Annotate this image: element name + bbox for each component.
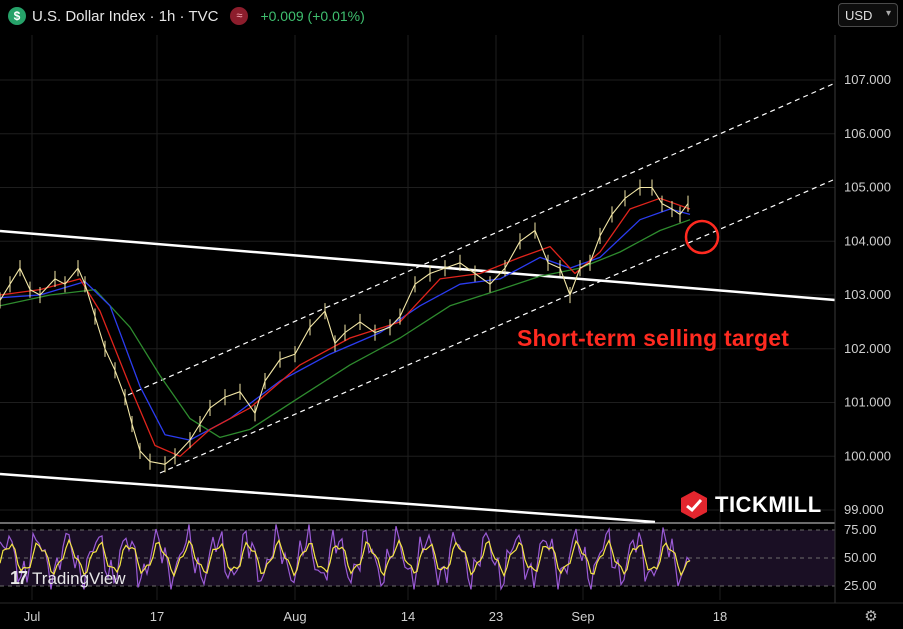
series-line-2 [0, 208, 691, 441]
y-tick-label: 105.000 [844, 180, 891, 195]
currency-value: USD [845, 7, 873, 23]
x-tick-label: Jul [24, 609, 41, 624]
target-circle [684, 219, 720, 255]
x-tick-label: Sep [571, 609, 594, 624]
x-tick-label: 17 [150, 609, 164, 624]
price-series [0, 179, 691, 473]
axes: 107.000 106.000 105.000 104.000 103.000 102.0… [0, 35, 903, 624]
exchange-badge-icon: ≈ [230, 7, 249, 25]
y-tick-label: 103.000 [844, 287, 891, 302]
lower-trendline [0, 472, 656, 524]
x-tick-label: 18 [713, 609, 727, 624]
chevron-down-icon: ▾ [885, 8, 891, 19]
tradingview-icon: 17 [10, 568, 28, 588]
series-line-0 [0, 186, 689, 465]
y-tick-label: 107.000 [844, 72, 891, 87]
currency-select[interactable]: USD ▾ [838, 3, 898, 27]
tradingview-watermark: 17 TradingView [10, 568, 126, 589]
rsi-tick-label: 25.00 [844, 578, 877, 593]
y-tick-label: 101.000 [844, 395, 891, 410]
y-tick-label: 104.000 [844, 233, 891, 248]
rsi-panel [0, 524, 835, 591]
settings-gear-icon[interactable]: ⚙ [864, 608, 878, 625]
resistance-trendline [0, 229, 836, 302]
rsi-tick-label: 75.00 [844, 522, 877, 537]
annotation-text: Short-term selling target [517, 325, 790, 351]
tradingview-text: TradingView [32, 568, 126, 588]
symbol-title[interactable]: U.S. Dollar Index · 1h · TVC [32, 7, 219, 25]
rsi-line [0, 524, 691, 591]
y-tick-label: 100.000 [844, 448, 891, 463]
rsi-signal-line [0, 538, 691, 578]
x-tick-label: 23 [489, 609, 503, 624]
tickmill-wordmark: TICKMILL [715, 492, 822, 517]
tickmill-logo: TICKMILL [679, 490, 822, 520]
trend-lines [0, 83, 836, 524]
series-line-3 [0, 219, 691, 439]
price-change: +0.009 (+0.01%) [260, 8, 365, 24]
y-tick-label: 99.000 [844, 502, 884, 517]
y-tick-label: 106.000 [844, 126, 891, 141]
tickmill-icon [681, 491, 707, 519]
y-tick-label: 102.000 [844, 341, 891, 356]
channel-upper [127, 83, 834, 396]
chart-header: $ U.S. Dollar Index · 1h · TVC ≈ +0.009 … [8, 5, 365, 27]
rsi-tick-label: 50.00 [844, 550, 877, 565]
x-tick-label: 14 [401, 609, 415, 624]
x-tick-label: Aug [283, 609, 306, 624]
dollar-icon: $ [8, 7, 26, 25]
grid-lines [0, 35, 835, 600]
